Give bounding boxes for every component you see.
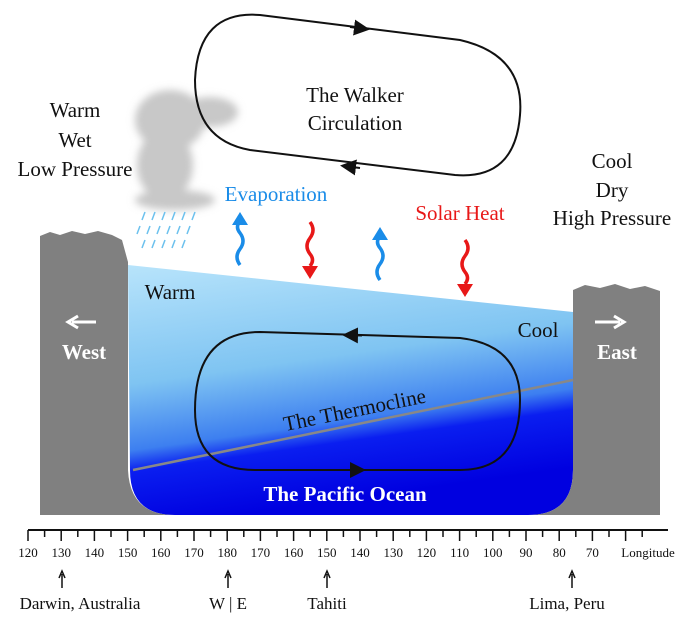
location-arrow: [224, 569, 232, 588]
east-arrow: [595, 314, 627, 330]
longitude-label: 170: [251, 545, 271, 560]
longitude-label: 80: [553, 545, 566, 560]
arrowhead: [372, 227, 388, 240]
west-land: [40, 231, 175, 515]
location-label: W | E: [209, 594, 247, 613]
left-label: Wet: [58, 128, 91, 152]
west-arrow: [65, 314, 96, 330]
evaporation-arrow: [235, 219, 245, 267]
location-arrow: [568, 569, 576, 588]
west-label: West: [62, 340, 106, 364]
longitude-label: 140: [85, 545, 105, 560]
arrow: [349, 19, 370, 36]
longitude-label: 90: [520, 545, 533, 560]
longitude-label: 110: [450, 545, 469, 560]
longitude-label: 140: [350, 545, 370, 560]
thermocline-line: [132, 378, 574, 472]
longitude-label: 150: [118, 545, 138, 560]
walker-label: Circulation: [308, 111, 403, 135]
cool-label: Cool: [518, 318, 559, 342]
ocean: [128, 265, 573, 515]
cloud: [135, 90, 238, 210]
arrowhead: [457, 284, 473, 297]
east-land: [528, 284, 660, 515]
location-arrow: [323, 569, 331, 588]
arrow: [340, 159, 361, 176]
longitude-label: 150: [317, 545, 337, 560]
heat-arrow: [460, 238, 470, 286]
right-label: Dry: [596, 178, 629, 202]
longitude-label: 160: [284, 545, 304, 560]
location-arrow: [58, 569, 66, 588]
evaporation-arrow: [375, 234, 385, 282]
heat-arrow: [305, 220, 315, 268]
warm-label: Warm: [145, 280, 196, 304]
left-label: Warm: [50, 98, 101, 122]
location-label: Tahiti: [307, 594, 347, 613]
longitude-label: 70: [586, 545, 599, 560]
right-label: Cool: [592, 149, 633, 173]
longitude-label: 100: [483, 545, 503, 560]
rain: [136, 211, 196, 249]
arrowhead: [302, 266, 318, 279]
walker-loop: [193, 13, 522, 177]
left-label: Low Pressure: [18, 157, 133, 181]
evaporation-label: Evaporation: [225, 182, 328, 206]
solar-heat-label: Solar Heat: [415, 201, 504, 225]
longitude-label: 130: [383, 545, 403, 560]
location-label: Darwin, Australia: [20, 594, 141, 613]
east-label: East: [597, 340, 637, 364]
longitude-label: 170: [184, 545, 204, 560]
longitude-label: 180: [217, 545, 237, 560]
longitude-label: 160: [151, 545, 171, 560]
longitude-label: 120: [18, 545, 38, 560]
right-label: High Pressure: [553, 206, 671, 230]
longitude-label: 130: [51, 545, 71, 560]
location-label: Lima, Peru: [529, 594, 605, 613]
walker-label: The Walker: [306, 83, 404, 107]
ocean-label: The Pacific Ocean: [263, 482, 427, 506]
axis-label: Longitude: [621, 545, 675, 560]
longitude-label: 120: [417, 545, 437, 560]
arrowhead: [232, 212, 248, 225]
